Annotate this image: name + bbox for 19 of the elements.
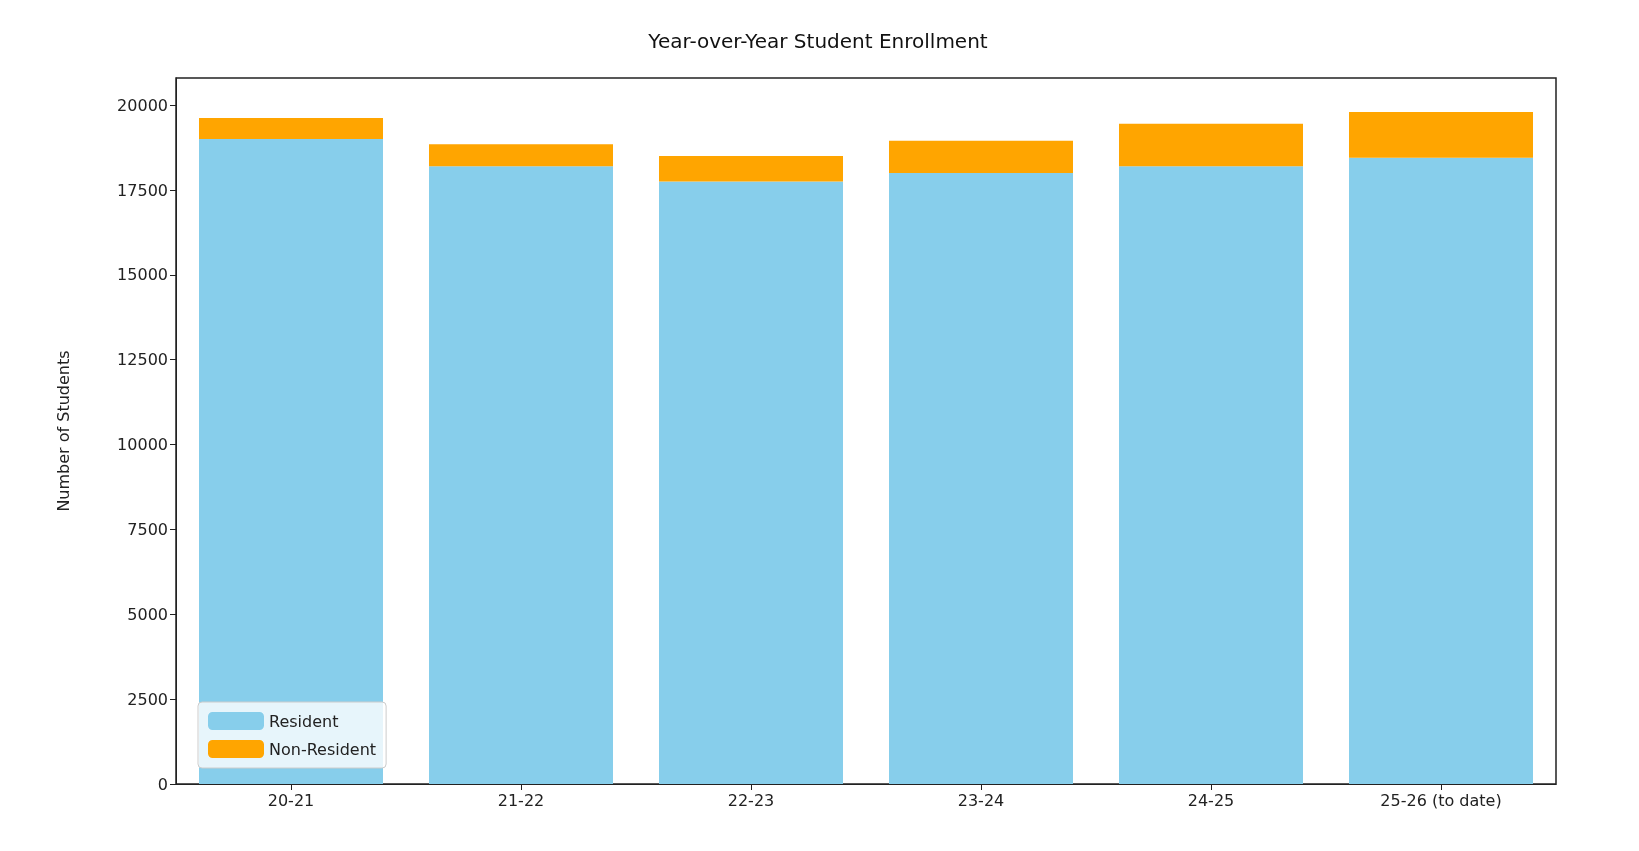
- y-tick-label: 2500: [127, 689, 168, 709]
- y-tick-label: 0: [157, 774, 168, 794]
- x-tick-label: 23-24: [957, 790, 1005, 810]
- x-tick-label: 25-26 (to date): [1380, 790, 1502, 810]
- y-tick-label: 12500: [117, 350, 168, 370]
- y-tick-label: 5000: [127, 604, 168, 624]
- y-axis-title: Number of Students: [53, 350, 73, 512]
- y-tick-label: 17500: [117, 180, 168, 200]
- y-tick-label: 20000: [117, 95, 168, 115]
- x-tick-label: 20-21: [267, 790, 315, 810]
- y-tick-label: 15000: [117, 265, 168, 285]
- y-tick-label: 7500: [127, 519, 168, 539]
- x-tick-label: 24-25: [1187, 790, 1235, 810]
- legend-label: Non-Resident: [269, 739, 377, 759]
- legend-label: Resident: [269, 711, 339, 731]
- x-tick-label: 21-22: [497, 790, 545, 810]
- chart-title: Year-over-Year Student Enrollment: [647, 29, 988, 53]
- y-tick-label: 10000: [117, 435, 168, 455]
- x-tick-label: 22-23: [727, 790, 775, 810]
